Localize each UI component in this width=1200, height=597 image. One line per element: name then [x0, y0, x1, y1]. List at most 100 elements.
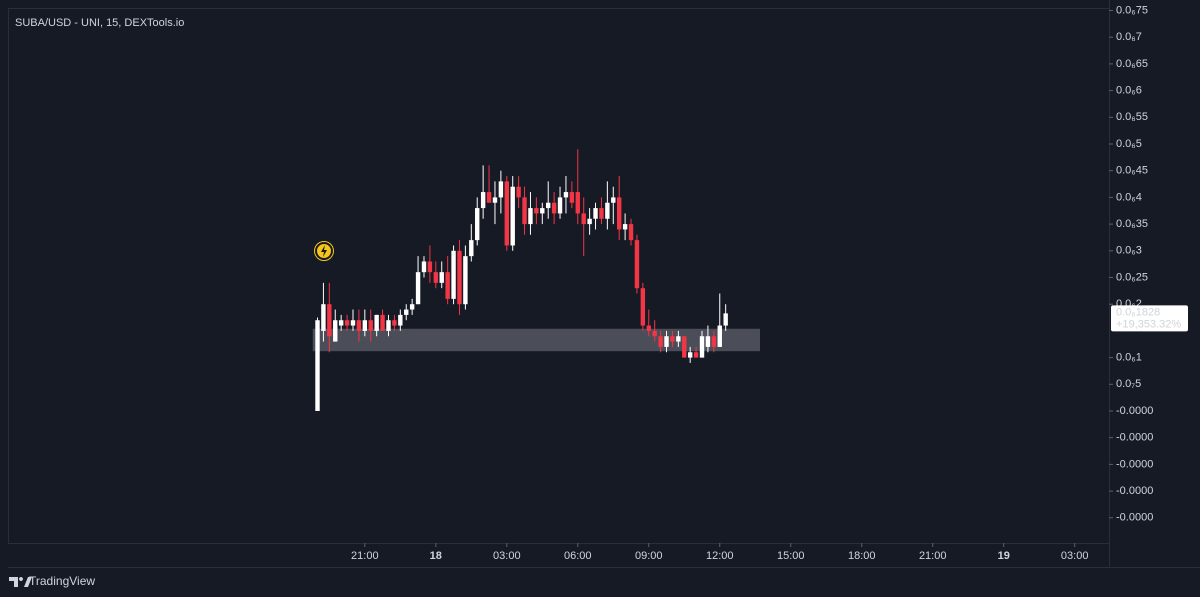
candle-body [646, 325, 651, 331]
candle-body [421, 261, 427, 273]
x-tick-label: 19 [998, 550, 1010, 562]
candle-body [445, 272, 450, 299]
y-tick-label: 0.0₆3 [1116, 245, 1142, 257]
y-tick-label: 0.0₆7 [1116, 31, 1142, 43]
candle-body [587, 218, 592, 225]
x-tick-label: 12:00 [706, 550, 734, 562]
candle-body [516, 186, 521, 198]
candle-body [717, 325, 722, 347]
tradingview-logo [9, 577, 32, 587]
x-tick-label: 09:00 [635, 550, 663, 562]
candle-body [362, 320, 368, 331]
y-tick-label: 0.0₆75 [1116, 4, 1148, 16]
x-tick-label: 15:00 [777, 550, 805, 562]
event-icon [314, 241, 334, 261]
candle-body [451, 250, 456, 299]
candle-body [711, 336, 717, 347]
candle-body [670, 336, 675, 342]
candle-body [380, 314, 385, 331]
x-tick-label: 18 [430, 550, 442, 562]
y-tick-label: 0.0₆4 [1116, 191, 1142, 203]
candle-body [321, 304, 326, 331]
candle-body [528, 208, 533, 225]
candle-body [333, 320, 338, 342]
y-tick-label: 0.0₆35 [1116, 218, 1148, 230]
last-price-box [1111, 305, 1188, 332]
y-tick-label: -0.0000 [1116, 512, 1153, 524]
candle-body [723, 313, 728, 326]
y-tick-label: -0.0000 [1116, 405, 1153, 417]
x-tick-label: 06:00 [564, 550, 592, 562]
candle-body [652, 330, 657, 337]
y-tick-label: -0.0000 [1116, 458, 1153, 470]
y-tick-label: 0.0₆65 [1116, 58, 1148, 70]
y-tick-label: -0.0000 [1116, 485, 1153, 497]
candle-body [599, 208, 604, 219]
candle-body [664, 336, 669, 347]
candle-body [551, 202, 557, 214]
candle-body [327, 304, 332, 337]
candle-body [492, 197, 498, 203]
candle-body [486, 192, 492, 203]
candle-body [498, 181, 504, 198]
candle-body [398, 314, 403, 326]
candle-body [658, 336, 663, 347]
candle-body [522, 197, 527, 225]
footer-brand: TradingView [29, 574, 95, 588]
candle-body [569, 192, 575, 203]
y-tick-label: 0.0₆45 [1116, 165, 1148, 177]
candle-body [504, 181, 509, 246]
y-tick-label: 0.0₆25 [1116, 271, 1148, 283]
x-tick-label: 21:00 [919, 550, 947, 562]
y-tick-label: 0.0₆1 [1116, 352, 1142, 364]
candle-body [463, 256, 468, 305]
candle-body [581, 213, 586, 225]
candle-body [338, 320, 344, 326]
candle-body [386, 320, 391, 331]
candle-body [611, 197, 616, 203]
candle-body [575, 192, 580, 214]
candle-body [315, 320, 320, 411]
candle-body [676, 336, 681, 342]
candle-body [415, 272, 421, 305]
candle-body [605, 202, 610, 219]
y-tick-label: 0.0₆6 [1116, 85, 1142, 97]
candle-body [404, 309, 409, 315]
candle-body [433, 272, 439, 283]
candle-body [693, 352, 699, 358]
price-zone [312, 328, 760, 352]
chart-title: SUBA/USD - UNI, 15, DEXTools.io [15, 17, 184, 29]
candle-body [557, 197, 563, 214]
x-tick-label: 03:00 [493, 550, 521, 562]
candle-body [475, 208, 480, 241]
candle-body [457, 250, 462, 305]
candle-body [634, 240, 640, 289]
candle-body [368, 320, 373, 331]
candle-body [593, 208, 598, 219]
x-tick-label: 21:00 [351, 550, 379, 562]
change-label: +19,353.32% [1116, 318, 1181, 330]
y-tick-label: 0.0₆55 [1116, 111, 1148, 123]
y-tick-label: -0.0000 [1116, 432, 1153, 444]
candle-body [439, 272, 444, 283]
candle-body [705, 336, 711, 347]
last-price-label: 0.0₆1828 [1116, 306, 1160, 318]
candle-body [563, 192, 569, 198]
candle-body [350, 320, 356, 326]
candle-body [392, 320, 397, 326]
candle-body [510, 186, 515, 246]
candle-body [687, 352, 693, 358]
candle-body [409, 304, 415, 310]
candle-body [628, 224, 634, 241]
candle-body [534, 208, 539, 214]
candle-body [699, 336, 705, 358]
y-tick-label: 0.0₇5 [1116, 378, 1141, 390]
candle-body [616, 197, 622, 230]
candle-body [374, 314, 379, 331]
candle-body [427, 261, 433, 273]
x-tick-label: 18:00 [848, 550, 876, 562]
candle-body [469, 240, 474, 257]
candle-body [640, 288, 646, 326]
